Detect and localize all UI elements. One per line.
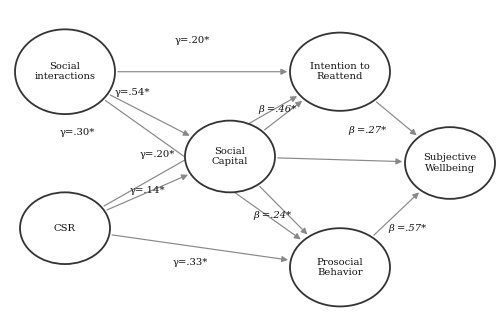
Ellipse shape xyxy=(405,127,495,199)
Text: Intention to
Reattend: Intention to Reattend xyxy=(310,62,370,82)
Ellipse shape xyxy=(185,121,275,192)
Text: CSR: CSR xyxy=(54,224,76,233)
Text: Social
Capital: Social Capital xyxy=(212,147,248,166)
Text: Subjective
Wellbeing: Subjective Wellbeing xyxy=(424,153,476,173)
Text: γ=.33*: γ=.33* xyxy=(172,258,208,267)
Text: γ=.20*: γ=.20* xyxy=(175,36,210,45)
Text: β =.27*: β =.27* xyxy=(348,126,387,135)
Text: Prosocial
Behavior: Prosocial Behavior xyxy=(316,258,364,277)
Text: γ=.14*: γ=.14* xyxy=(130,186,166,195)
Text: β =.57*: β =.57* xyxy=(388,224,426,233)
Text: γ=.54*: γ=.54* xyxy=(115,88,150,97)
Text: Social
interactions: Social interactions xyxy=(34,62,96,82)
Text: γ=.20*: γ=.20* xyxy=(140,150,175,159)
Ellipse shape xyxy=(20,192,110,264)
Text: γ=.30*: γ=.30* xyxy=(60,127,95,137)
Ellipse shape xyxy=(290,33,390,111)
Text: β =.24*: β =.24* xyxy=(254,211,292,220)
Ellipse shape xyxy=(290,228,390,306)
Text: β =.46*: β =.46* xyxy=(258,105,296,114)
Ellipse shape xyxy=(15,29,115,114)
